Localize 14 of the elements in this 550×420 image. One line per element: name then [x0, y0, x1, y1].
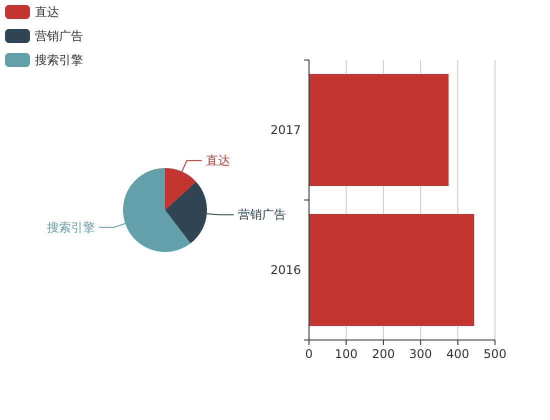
legend-label: 搜索引擎: [35, 53, 83, 67]
slice-label: 营销广告: [238, 208, 286, 222]
y-tick-label: 2017: [270, 123, 301, 137]
legend-label: 直达: [35, 5, 59, 19]
x-tick-label: 200: [372, 347, 395, 361]
y-tick-label: 2016: [270, 263, 301, 277]
slice-label: 搜索引擎: [46, 220, 95, 234]
x-tick-label: 100: [334, 347, 358, 361]
x-tick-label: 300: [409, 347, 432, 361]
x-tick-label: 500: [484, 347, 506, 361]
x-tick-label: 0: [305, 347, 313, 361]
slice-label: 直达: [206, 154, 230, 168]
legend-label: 营销广告: [35, 29, 83, 43]
x-tick-label: 400: [446, 347, 470, 361]
